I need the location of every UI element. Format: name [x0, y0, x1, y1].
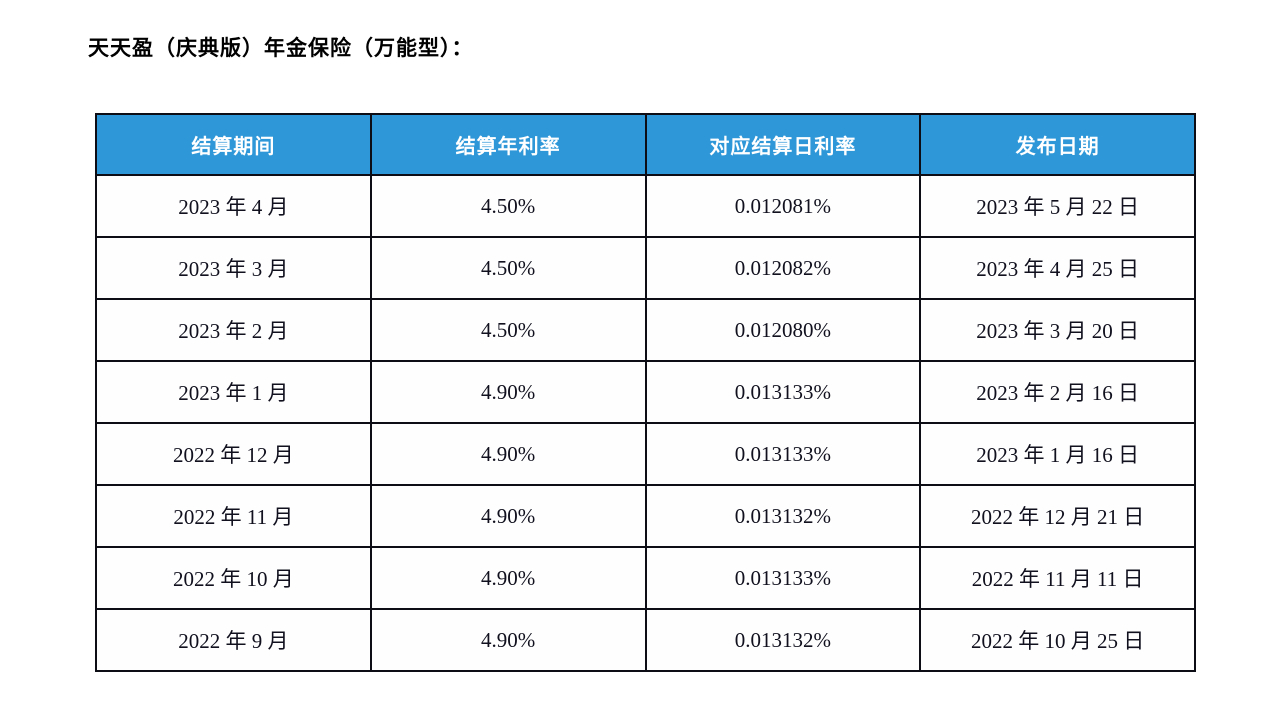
cell-daily-rate: 0.012081% — [644, 174, 922, 238]
table-row: 2023 年 1 月 4.90% 0.013133% 2023 年 2 月 16… — [95, 360, 1196, 424]
cell-annual-rate: 4.50% — [369, 174, 647, 238]
table-header: 结算期间 结算年利率 对应结算日利率 发布日期 — [95, 113, 1196, 176]
page-title: 天天盈（庆典版）年金保险（万能型）： — [88, 37, 474, 60]
cell-annual-rate: 4.90% — [369, 422, 647, 486]
cell-period: 2023 年 3 月 — [95, 236, 372, 300]
table-row: 2023 年 2 月 4.50% 0.012080% 2023 年 3 月 20… — [95, 298, 1196, 362]
header-cell-period: 结算期间 — [95, 113, 372, 176]
cell-annual-rate: 4.90% — [369, 360, 647, 424]
cell-period: 2022 年 12 月 — [95, 422, 372, 486]
cell-period: 2022 年 11 月 — [95, 484, 372, 548]
cell-publish-date: 2022 年 10 月 25 日 — [919, 608, 1196, 672]
cell-publish-date: 2023 年 3 月 20 日 — [919, 298, 1196, 362]
cell-period: 2023 年 1 月 — [95, 360, 372, 424]
cell-daily-rate: 0.013132% — [644, 484, 922, 548]
cell-daily-rate: 0.013133% — [644, 360, 922, 424]
cell-publish-date: 2022 年 11 月 11 日 — [919, 546, 1196, 610]
cell-period: 2022 年 10 月 — [95, 546, 372, 610]
cell-annual-rate: 4.90% — [369, 484, 647, 548]
cell-publish-date: 2023 年 5 月 22 日 — [919, 174, 1196, 238]
settlement-rates-table: 结算期间 结算年利率 对应结算日利率 发布日期 2023 年 4 月 4.50%… — [95, 113, 1196, 672]
cell-annual-rate: 4.50% — [369, 236, 647, 300]
cell-publish-date: 2023 年 1 月 16 日 — [919, 422, 1196, 486]
table-row: 2022 年 10 月 4.90% 0.013133% 2022 年 11 月 … — [95, 546, 1196, 610]
cell-daily-rate: 0.012082% — [644, 236, 922, 300]
cell-daily-rate: 0.012080% — [644, 298, 922, 362]
table-row: 2023 年 4 月 4.50% 0.012081% 2023 年 5 月 22… — [95, 174, 1196, 238]
cell-daily-rate: 0.013133% — [644, 422, 922, 486]
cell-publish-date: 2023 年 4 月 25 日 — [919, 236, 1196, 300]
cell-annual-rate: 4.90% — [369, 546, 647, 610]
cell-publish-date: 2023 年 2 月 16 日 — [919, 360, 1196, 424]
cell-annual-rate: 4.50% — [369, 298, 647, 362]
header-cell-daily-rate: 对应结算日利率 — [644, 113, 922, 176]
header-cell-annual-rate: 结算年利率 — [369, 113, 647, 176]
table-row: 2023 年 3 月 4.50% 0.012082% 2023 年 4 月 25… — [95, 236, 1196, 300]
header-row: 结算期间 结算年利率 对应结算日利率 发布日期 — [95, 113, 1196, 176]
cell-daily-rate: 0.013132% — [644, 608, 922, 672]
table-row: 2022 年 11 月 4.90% 0.013132% 2022 年 12 月 … — [95, 484, 1196, 548]
table-body: 2023 年 4 月 4.50% 0.012081% 2023 年 5 月 22… — [95, 174, 1196, 672]
cell-publish-date: 2022 年 12 月 21 日 — [919, 484, 1196, 548]
cell-period: 2023 年 4 月 — [95, 174, 372, 238]
cell-period: 2022 年 9 月 — [95, 608, 372, 672]
table-row: 2022 年 12 月 4.90% 0.013133% 2023 年 1 月 1… — [95, 422, 1196, 486]
header-cell-publish-date: 发布日期 — [919, 113, 1196, 176]
table-row: 2022 年 9 月 4.90% 0.013132% 2022 年 10 月 2… — [95, 608, 1196, 672]
cell-daily-rate: 0.013133% — [644, 546, 922, 610]
cell-annual-rate: 4.90% — [369, 608, 647, 672]
cell-period: 2023 年 2 月 — [95, 298, 372, 362]
